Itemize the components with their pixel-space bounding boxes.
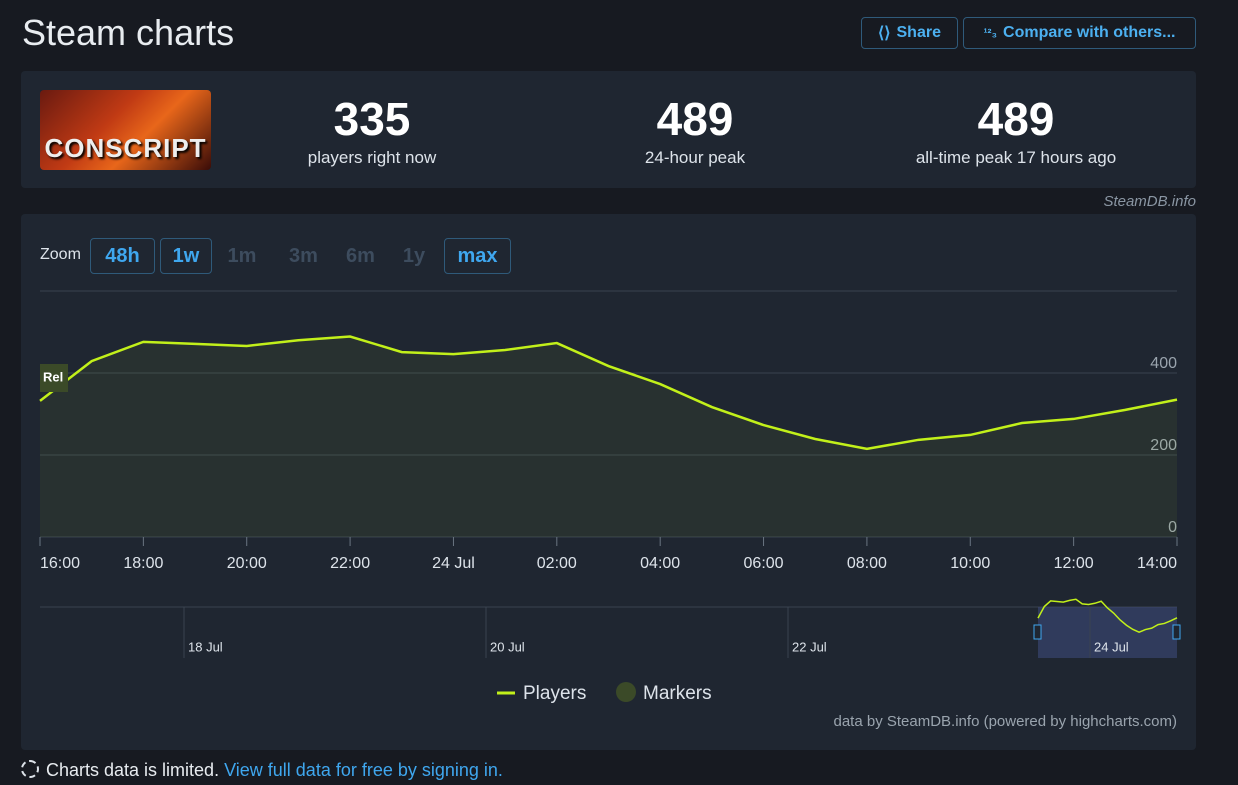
sign-in-link[interactable]: View full data for free by signing in. <box>224 760 503 780</box>
zoom-label: Zoom <box>40 246 81 263</box>
zoom-button[interactable]: 1m <box>227 244 257 267</box>
notice-icon <box>21 760 39 778</box>
zoom-button[interactable]: 48h <box>90 238 155 274</box>
notice-text: Charts data is limited. <box>46 760 220 780</box>
chart-card <box>21 214 1196 750</box>
source-label: SteamDB.info <box>1103 193 1196 210</box>
compare-button[interactable]: ¹²₃ Compare with others... <box>963 17 1196 49</box>
stats-card <box>21 71 1196 188</box>
page-title: Steam charts <box>22 12 235 53</box>
stat-value: 489 <box>977 93 1055 145</box>
stat-label: 24-hour peak <box>644 148 746 167</box>
stat-label: all-time peak 17 hours ago <box>915 148 1117 167</box>
game-image[interactable]: CONSCRIPT <box>40 90 211 170</box>
zoom-button[interactable]: 6m <box>346 244 375 267</box>
stat-value: 335 <box>333 93 411 145</box>
zoom-button[interactable]: 3m <box>289 244 318 267</box>
zoom-button[interactable]: max <box>444 238 511 274</box>
zoom-button[interactable]: 1w <box>160 238 212 274</box>
share-button[interactable]: ⟨⟩ Share <box>861 17 958 49</box>
footer: Charts data is limited. View full data f… <box>46 760 503 781</box>
compare-label[interactable]: Compare with others... <box>1003 24 1176 41</box>
zoom-button[interactable]: 1y <box>402 244 426 267</box>
game-image-text: CONSCRIPT <box>44 133 207 163</box>
share-label[interactable]: Share <box>896 24 941 41</box>
stat-label: players right now <box>307 148 437 167</box>
stat-value: 489 <box>656 93 734 145</box>
